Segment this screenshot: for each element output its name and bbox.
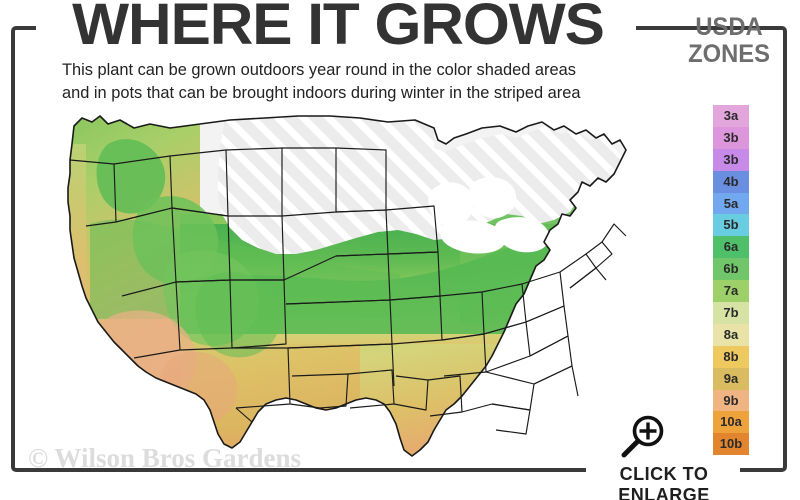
legend-swatch-4b-3: 4b [713,170,749,193]
legend-swatch-7a-8: 7a [713,280,749,303]
legend-swatch-10b-15: 10b [713,433,749,456]
legend-swatch-8b-11: 8b [713,345,749,368]
page-title: WHERE IT GROWS [72,0,605,57]
legend-swatch-3b-2: 3b [713,148,749,171]
legend-swatch-6b-7: 6b [713,258,749,281]
striped-too-cold-region [218,116,622,254]
state-borders [69,147,627,435]
legend-swatch-5a-4: 5a [713,192,749,215]
usda-zone-map [30,104,660,464]
legend-heading-line-2: ZONES [688,40,770,68]
legend-swatch-9b-13: 9b [713,389,749,412]
map-svg [67,115,627,457]
legend-heading: USDA ZONES [671,14,787,68]
magnifier-plus-icon[interactable] [616,414,668,462]
legend-swatch-5b-5: 5b [713,214,749,237]
legend-swatch-9a-12: 9a [713,367,749,390]
map-fills [68,116,626,456]
legend-swatch-3a-0: 3a [713,105,749,127]
legend-swatch-10a-14: 10a [713,411,749,434]
border-gap-footer [586,458,740,488]
legend-swatch-7b-9: 7b [713,302,749,324]
legend-heading-line-1: USDA [695,13,763,41]
watermark: © Wilson Bros Gardens [28,443,301,473]
border-gap-title [36,14,636,40]
legend-swatch-6a-6: 6a [713,236,749,259]
description-line-1: This plant can be grown outdoors year ro… [62,61,576,79]
us-outline [67,115,627,457]
click-to-enlarge-label[interactable]: CLICK TO ENLARGE [618,464,710,500]
legend-swatch-8a-10: 8a [713,323,749,346]
usda-zone-legend: 3a 3b 3b 4b 5a 5b 6a 6b 7a 7b 8a 8b 9a 9b 10a 10b [713,105,749,456]
legend-swatch-3b-1: 3b [713,126,749,149]
description-text: This plant can be grown outdoors year ro… [62,59,622,105]
description-line-2: and in pots that can be brought indoors … [62,84,581,102]
